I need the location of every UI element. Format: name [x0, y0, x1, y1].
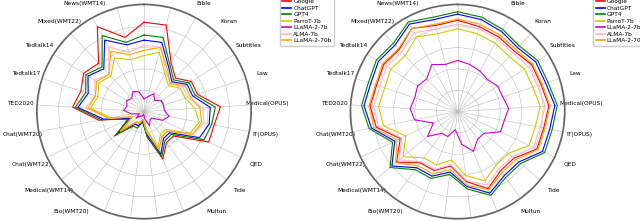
Legend: Google, ChatGPT, GPT4, ParroT-7b, LLaMA-2-7b, ALMA-7b, LLaMA-2-70b: Google, ChatGPT, GPT4, ParroT-7b, LLaMA-… [280, 0, 334, 46]
Legend: Google, ChatGPT, GPT4, ParroT-7b, LLaMA-2-7b, ALMA-7b, LLaMA-2-70b: Google, ChatGPT, GPT4, ParroT-7b, LLaMA-… [593, 0, 640, 46]
